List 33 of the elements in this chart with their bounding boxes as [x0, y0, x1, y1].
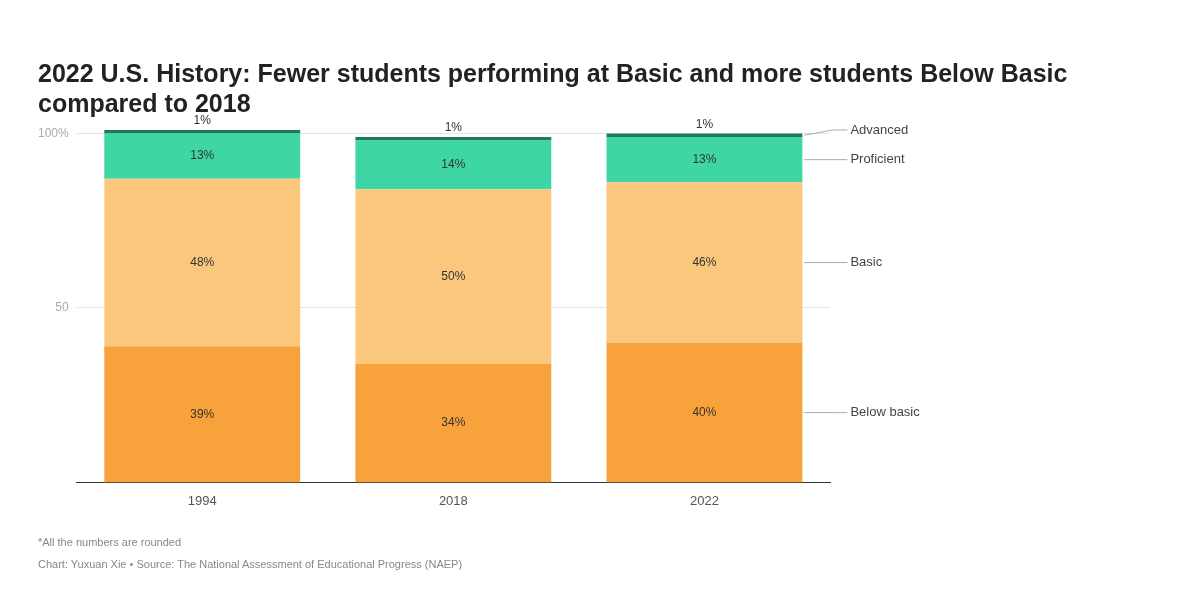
y-tick-label: 100%	[37, 125, 70, 140]
text: Below basic	[850, 404, 921, 420]
x-tick-label: 1994	[187, 492, 217, 508]
text: Proficient	[850, 151, 905, 167]
data-label: 48%	[190, 254, 215, 269]
bar	[355, 140, 552, 190]
text: *All the numbers are rounded	[38, 536, 183, 548]
text: Chart: Yuxuan Xie • Source: The National Assessment of Educational Progress (NAEP)	[38, 558, 463, 570]
bar	[104, 178, 301, 347]
bar	[606, 182, 803, 343]
data-label: 13%	[692, 151, 717, 166]
y-tick-label: 50	[55, 300, 70, 315]
data-label: 14%	[441, 157, 466, 172]
data-label: 50%	[441, 268, 466, 283]
data-label: 40%	[692, 404, 717, 419]
bar	[606, 136, 803, 183]
bar	[355, 189, 552, 364]
text: Basic	[850, 254, 883, 270]
bar	[606, 342, 803, 483]
data-label: 34%	[441, 415, 466, 430]
data-label: 13%	[190, 148, 215, 163]
data-label: 1%	[193, 113, 212, 128]
bar	[104, 346, 301, 483]
data-label: 1%	[444, 120, 463, 135]
bar	[606, 133, 803, 137]
data-label: 39%	[190, 406, 215, 421]
text: Advanced	[850, 121, 909, 137]
x-tick-label: 2022	[689, 492, 719, 508]
data-label: 46%	[692, 254, 717, 269]
bar	[355, 363, 552, 483]
bar	[104, 133, 301, 179]
data-label: 1%	[695, 116, 714, 131]
x-tick-label: 2018	[438, 492, 468, 508]
